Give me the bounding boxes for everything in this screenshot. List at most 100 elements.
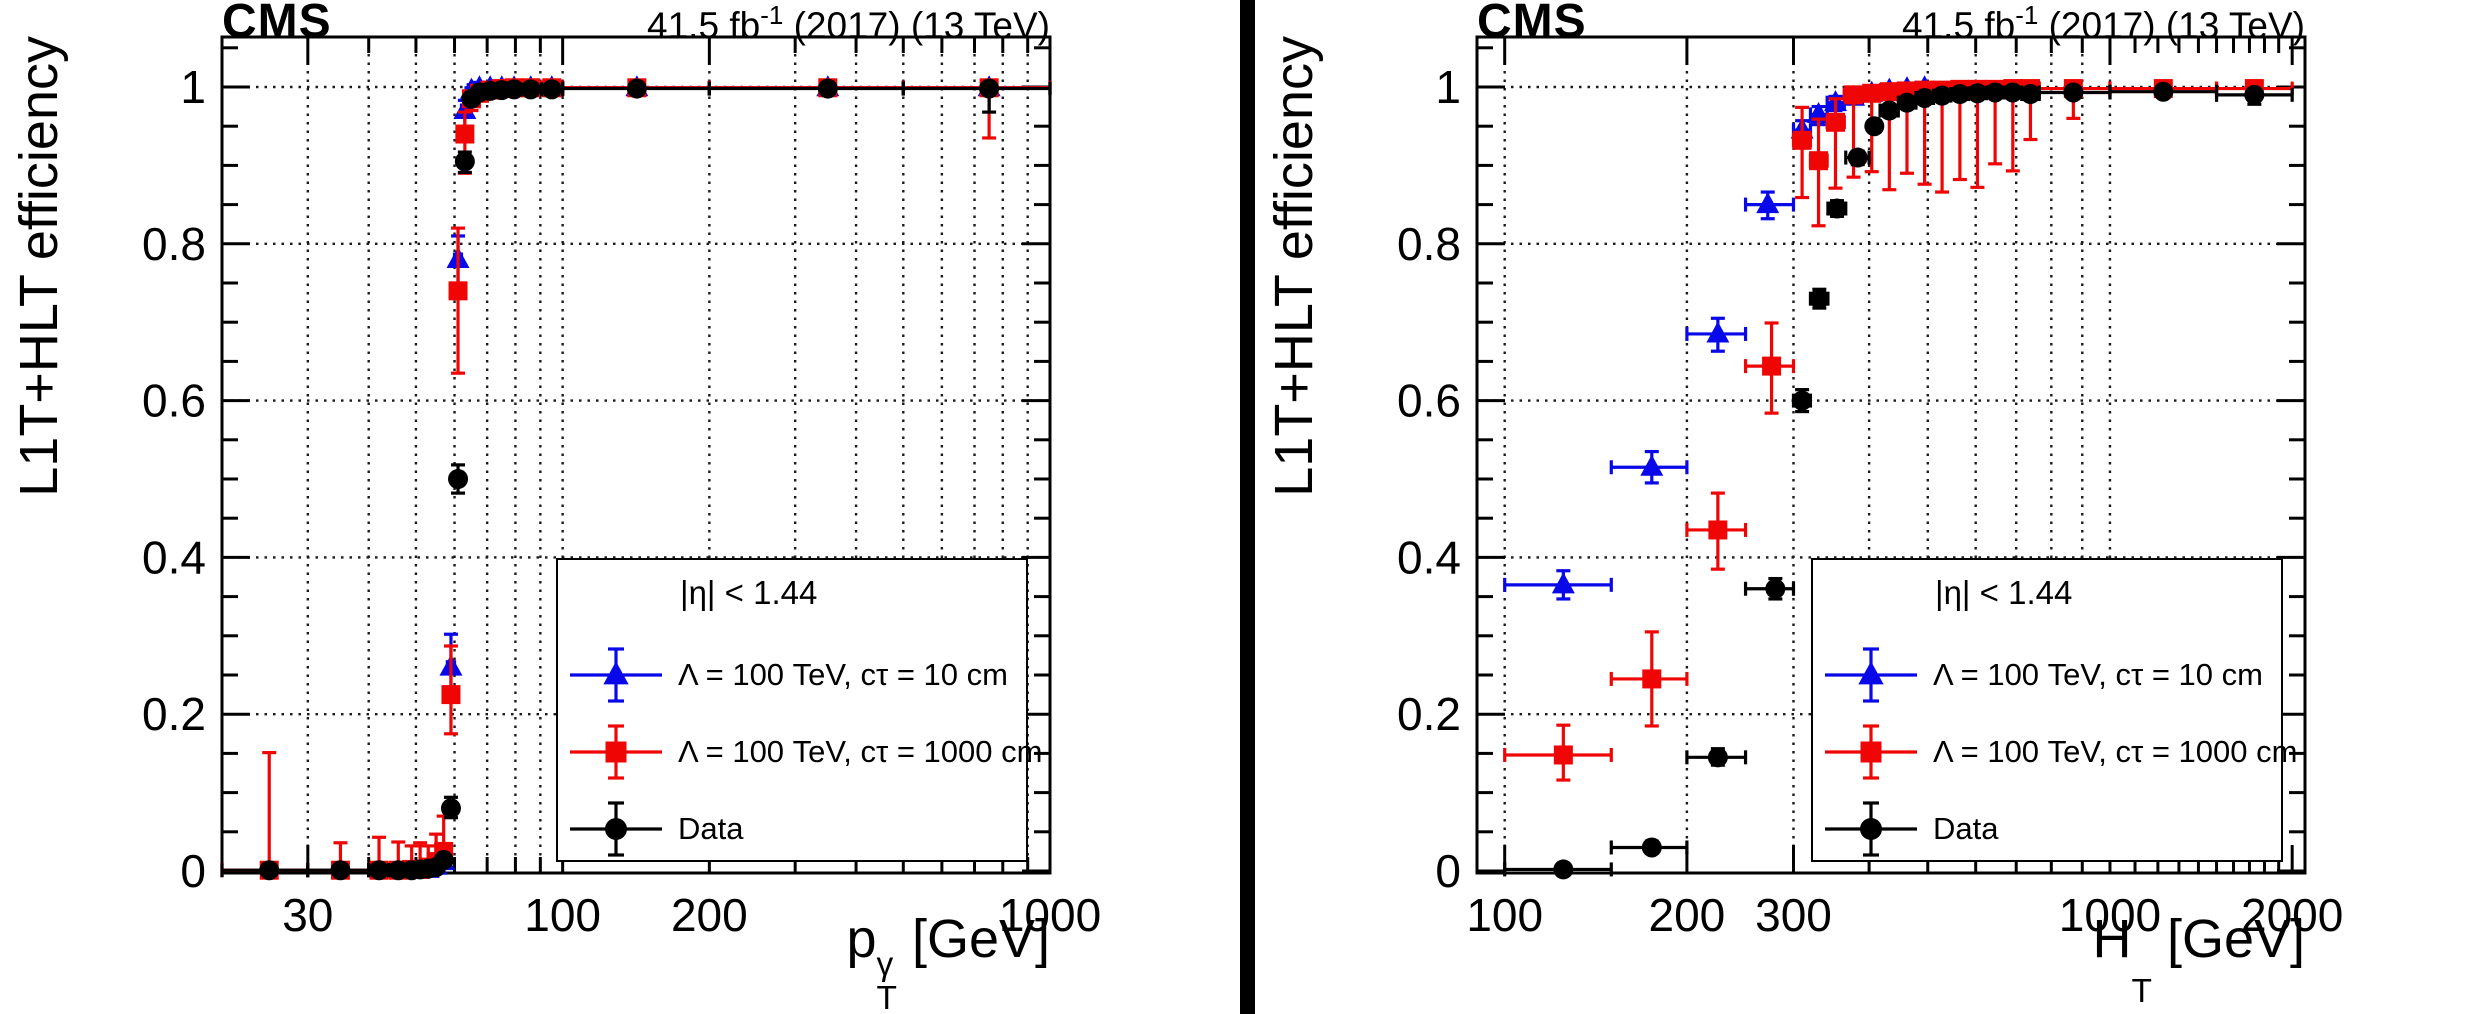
data-point-marker bbox=[1707, 747, 1728, 768]
data-point-marker bbox=[1967, 83, 1988, 104]
legend-entry-circle: Data bbox=[1821, 794, 1998, 864]
y-tick-label: 0 bbox=[1435, 845, 1461, 897]
x-tick-label: 100 bbox=[524, 889, 601, 941]
legend-marker-glyph bbox=[1860, 818, 1882, 840]
data-point-marker bbox=[1914, 87, 1935, 108]
data-point-marker bbox=[433, 850, 454, 871]
legend-box: |η| < 1.44 Λ = 100 TeV, cτ = 10 cm Λ = 10… bbox=[556, 558, 1042, 864]
data-point-marker bbox=[1826, 112, 1846, 132]
data-point-marker bbox=[1847, 147, 1868, 168]
data-point-marker bbox=[1792, 130, 1812, 150]
data-point-marker bbox=[541, 79, 562, 100]
data-point-marker bbox=[1879, 100, 1900, 121]
data-point-marker bbox=[259, 860, 280, 881]
x-tick-label: 30 bbox=[282, 889, 333, 941]
data-point-marker bbox=[1792, 390, 1813, 411]
legend-marker-glyph bbox=[1858, 661, 1884, 685]
cms-experiment-label: CMS bbox=[222, 0, 332, 48]
y-tick-label: 0.4 bbox=[1397, 531, 1461, 583]
y-tick-label: 0.4 bbox=[142, 531, 206, 583]
luminosity-label: 41.5 fb-1 (2017) (13 TeV) bbox=[647, 0, 1050, 46]
legend-marker-glyph bbox=[605, 741, 627, 763]
data-point-marker bbox=[448, 281, 468, 301]
data-point-marker bbox=[330, 860, 351, 881]
legend-entry-label: Data bbox=[678, 811, 744, 846]
data-point-marker bbox=[369, 860, 390, 881]
legend-marker-glyph bbox=[603, 661, 629, 685]
data-point-marker bbox=[1706, 321, 1730, 343]
data-point-marker bbox=[817, 78, 838, 99]
y-tick-label: 0.6 bbox=[142, 375, 206, 427]
legend-entry-triangle: Λ = 100 TeV, cτ = 10 cm bbox=[566, 640, 1008, 710]
data-point-marker bbox=[1844, 85, 1864, 105]
legend-marker-circle-icon bbox=[570, 801, 662, 857]
legend-marker-circle-icon bbox=[1825, 801, 1917, 857]
data-point-marker bbox=[2063, 82, 2084, 103]
luminosity-label: 41.5 fb-1 (2017) (13 TeV) bbox=[1902, 0, 2305, 46]
legend-box: |η| < 1.44 Λ = 100 TeV, cτ = 10 cm Λ = 10… bbox=[1811, 558, 2297, 864]
data-point-marker bbox=[520, 79, 541, 100]
panel-left: 30 100 200 1000 0 0.2 0.4 0.6 0.8 1 CMS 41.5 fb-1… bbox=[0, 0, 1230, 1014]
y-tick-label: 0.8 bbox=[1397, 218, 1461, 270]
legend-entry-label: Λ = 100 TeV, cτ = 1000 cm bbox=[1933, 734, 2298, 769]
y-tick-label: 0.2 bbox=[1397, 688, 1461, 740]
data-point-marker bbox=[1879, 82, 1899, 102]
data-point-marker bbox=[1553, 859, 1574, 880]
cms-experiment-label: CMS bbox=[1477, 0, 1587, 48]
data-point-marker bbox=[1985, 82, 2006, 103]
data-point-marker bbox=[1553, 745, 1573, 765]
series-circle bbox=[220, 78, 1052, 881]
sub-sup-stack: T bbox=[2131, 973, 2152, 1011]
data-point-marker bbox=[441, 685, 461, 705]
data-point-marker bbox=[1896, 92, 1917, 113]
data-point-marker bbox=[1932, 85, 1953, 106]
data-point-marker bbox=[1708, 520, 1728, 540]
x-tick-label: 1000 bbox=[999, 889, 1101, 941]
y-tick-label: 0.2 bbox=[142, 688, 206, 740]
legend-marker-triangle-icon bbox=[1825, 647, 1917, 703]
legend-marker-glyph bbox=[1860, 741, 1882, 763]
legend-entry-square: Λ = 100 TeV, cτ = 1000 cm bbox=[1821, 717, 2297, 787]
panel-divider bbox=[1240, 0, 1255, 1014]
plot-frame bbox=[220, 35, 1052, 875]
legend-entry-label: Data bbox=[1933, 811, 1999, 846]
data-point-marker bbox=[1756, 192, 1780, 214]
legend-entry-triangle: Λ = 100 TeV, cτ = 10 cm bbox=[1821, 640, 2263, 710]
data-point-marker bbox=[1862, 83, 1882, 103]
panel-right: 100 200 300 1000 2000 0 0.2 0.4 0.6 0.8 1 CMS 41.5… bbox=[1255, 0, 2485, 1014]
data-point-marker bbox=[440, 798, 461, 819]
legend-entry-square: Λ = 100 TeV, cτ = 1000 cm bbox=[566, 717, 1042, 787]
data-point-marker bbox=[455, 124, 475, 144]
efficiency-vs-photon-pt-plot: 30 100 200 1000 0 0.2 0.4 0.6 0.8 1 bbox=[142, 35, 1101, 941]
y-tick-label: 1 bbox=[1435, 61, 1461, 113]
series-circle bbox=[1503, 81, 2294, 880]
data-point-marker bbox=[626, 78, 647, 99]
y-axis-title: L1T+HLT efficiency bbox=[1264, 36, 1324, 497]
x-tick-label: 300 bbox=[1755, 889, 1832, 941]
data-point-marker bbox=[2153, 81, 2174, 102]
legend-entry-label: Λ = 100 TeV, cτ = 10 cm bbox=[678, 657, 1008, 692]
x-tick-label: 100 bbox=[1466, 889, 1543, 941]
x-tick-label: 2000 bbox=[2241, 889, 2343, 941]
legend-marker-square-icon bbox=[570, 724, 662, 780]
y-tick-label: 0.8 bbox=[142, 218, 206, 270]
data-point-marker bbox=[979, 78, 1000, 99]
legend-eta-selection-label: |η| < 1.44 bbox=[680, 574, 818, 611]
data-point-marker bbox=[453, 98, 477, 120]
data-point-marker bbox=[2244, 84, 2265, 105]
data-point-marker bbox=[1640, 454, 1664, 476]
data-point-marker bbox=[448, 469, 469, 489]
legend-eta-selection-label: |η| < 1.44 bbox=[1935, 574, 2073, 611]
data-point-marker bbox=[1551, 572, 1575, 594]
data-point-marker bbox=[1826, 198, 1847, 219]
x-tick-label: 200 bbox=[1649, 889, 1726, 941]
data-point-marker bbox=[1641, 837, 1662, 858]
data-point-marker bbox=[1642, 669, 1662, 689]
legend-entry-circle: Data bbox=[566, 794, 743, 864]
legend-marker-triangle-icon bbox=[570, 647, 662, 703]
legend-entry-label: Λ = 100 TeV, cτ = 10 cm bbox=[1933, 657, 2263, 692]
